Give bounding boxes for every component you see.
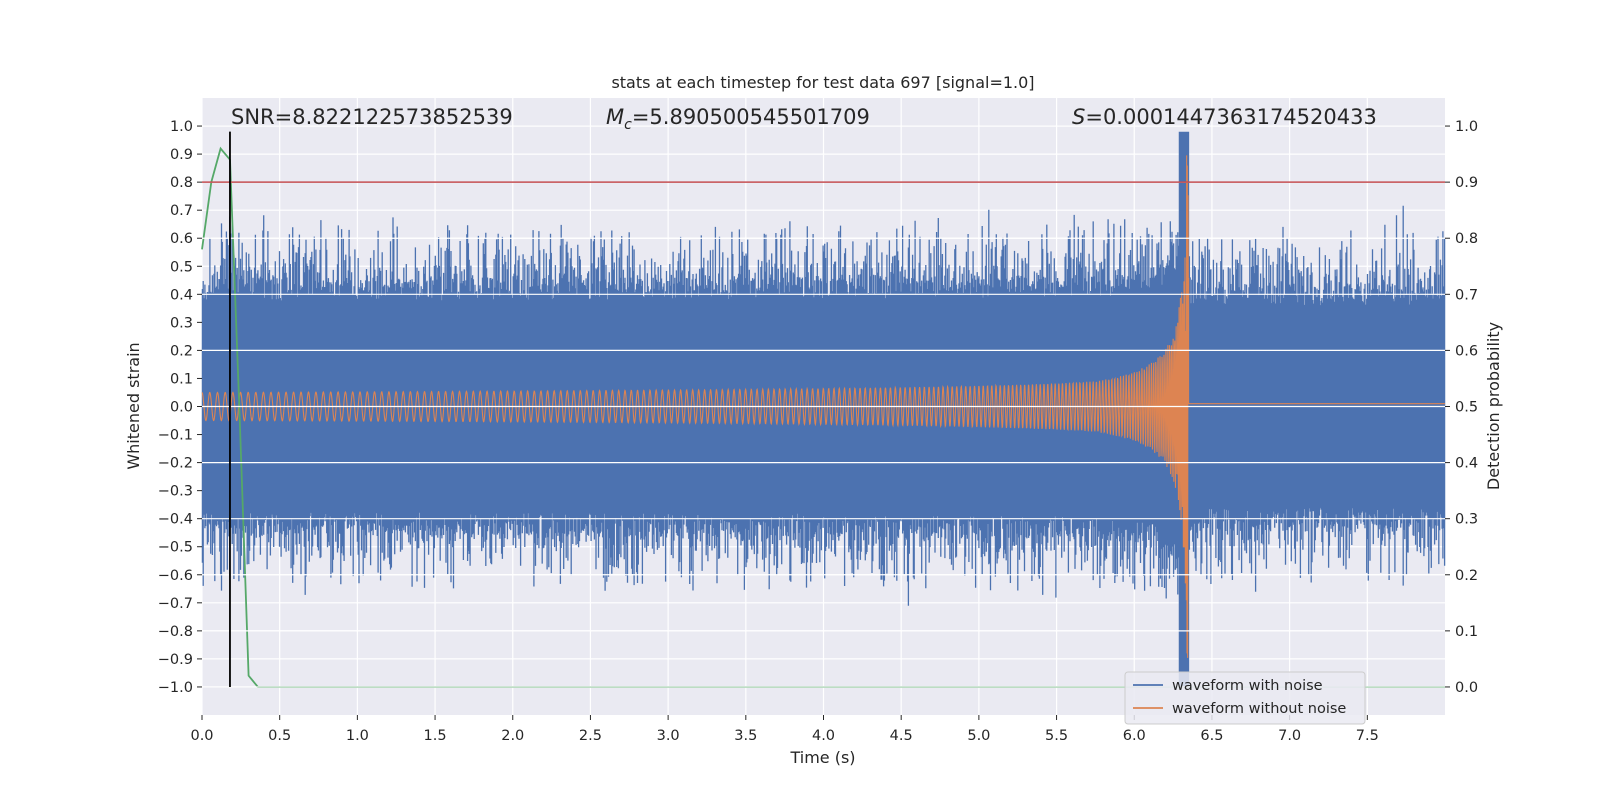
y-right-tick-label: 0.4	[1455, 456, 1478, 472]
y-left-tick-label: 0.4	[170, 287, 193, 303]
y-left-tick-label: 1.0	[170, 119, 193, 135]
x-axis-label: Time (s)	[789, 748, 855, 767]
x-tick-label: 6.0	[1123, 728, 1146, 744]
y-left-tick-label: 0.3	[170, 315, 193, 331]
y-left-tick-label: −0.1	[158, 428, 193, 444]
y-left-tick-label: −0.8	[158, 624, 193, 640]
y-right-tick-label: 0.9	[1455, 175, 1478, 191]
x-tick-label: 4.5	[890, 728, 913, 744]
chirp-mass-annotation: Mc=5.890500545501709	[606, 105, 870, 133]
chart-title: stats at each timestep for test data 697…	[611, 73, 1034, 92]
overlay-lines	[202, 125, 1445, 688]
y-left-tick-label: −0.9	[158, 652, 193, 668]
chirp-mass-subscript: c	[624, 117, 632, 133]
series-detection-probability	[201, 146, 1445, 688]
x-tick-label: 2.5	[579, 728, 602, 744]
y-right-tick-label: 0.8	[1455, 231, 1478, 247]
y-axis-left-label: Whitened strain	[124, 342, 143, 469]
chirp-mass-symbol: M	[606, 105, 624, 129]
x-tick-label: 0.0	[190, 728, 213, 744]
legend: waveform with noise waveform without noi…	[1124, 671, 1366, 725]
y-right-tick-label: 0.3	[1455, 512, 1478, 528]
waveform-without-noise-line	[201, 155, 1445, 658]
x-tick-label: 3.0	[657, 728, 680, 744]
legend-box	[1124, 671, 1366, 725]
y-left-tick-label: 0.5	[170, 259, 193, 275]
y-left-tick-label: −0.3	[158, 484, 193, 500]
y-left-tick-label: 0.6	[170, 231, 193, 247]
x-tick-label: 7.0	[1278, 728, 1301, 744]
y-left-tick-label: −0.5	[158, 540, 193, 556]
x-tick-label: 4.0	[812, 728, 835, 744]
y-left-tick-label: 0.2	[170, 343, 193, 359]
y-right-tick-label: 1.0	[1455, 119, 1478, 135]
x-tick-label: 6.5	[1200, 728, 1223, 744]
s-value: =0.0001447363174520433	[1085, 105, 1377, 129]
s-annotation: S=0.0001447363174520433	[1072, 105, 1377, 129]
x-tick-label: 5.0	[967, 728, 990, 744]
x-tick-label: 2.0	[501, 728, 524, 744]
y-left-tick-label: 0.7	[170, 203, 193, 219]
x-tick-label: 1.5	[424, 728, 447, 744]
x-tick-label: 7.5	[1356, 728, 1379, 744]
x-tick-label: 3.5	[734, 728, 757, 744]
series-waveform-without-noise	[201, 155, 1445, 658]
y-left-tick-label: −0.7	[158, 596, 193, 612]
x-tick-label: 1.0	[346, 728, 369, 744]
x-tick-label: 0.5	[268, 728, 291, 744]
x-tick-label: 5.5	[1045, 728, 1068, 744]
legend-label-noise: waveform with noise	[1172, 678, 1323, 694]
y-left-tick-label: 0.8	[170, 175, 193, 191]
y-left-tick-label: −0.2	[158, 456, 193, 472]
y-left-tick-label: 0.1	[170, 371, 193, 387]
s-symbol: S	[1072, 105, 1085, 129]
y-left-tick-label: 0.9	[170, 147, 193, 163]
y-right-tick-label: 0.6	[1455, 343, 1478, 359]
y-right-tick-label: 0.0	[1455, 680, 1478, 696]
y-right-tick-label: 0.5	[1455, 400, 1478, 416]
detection-probability-line	[201, 146, 1445, 688]
snr-annotation: SNR=8.822122573852539	[231, 105, 513, 129]
y-left-tick-label: −1.0	[158, 680, 193, 696]
y-left-tick-label: −0.4	[158, 512, 193, 528]
axes: 0.0 0.5 1.0 1.5 2.0 2.5 3.0 3.5 4.0 4.5 5.0 5.5 6.0 6…	[158, 119, 1478, 744]
y-right-tick-label: 0.7	[1455, 287, 1478, 303]
y-left-tick-label: 0.0	[170, 400, 193, 416]
legend-label-clean: waveform without noise	[1172, 701, 1346, 717]
y-left-tick-label: −0.6	[158, 568, 193, 584]
y-right-tick-label: 0.2	[1455, 568, 1478, 584]
y-axis-right-label: Detection probability	[1484, 322, 1503, 490]
y-right-tick-label: 0.1	[1455, 624, 1478, 640]
chirp-mass-value: =5.890500545501709	[632, 105, 870, 129]
